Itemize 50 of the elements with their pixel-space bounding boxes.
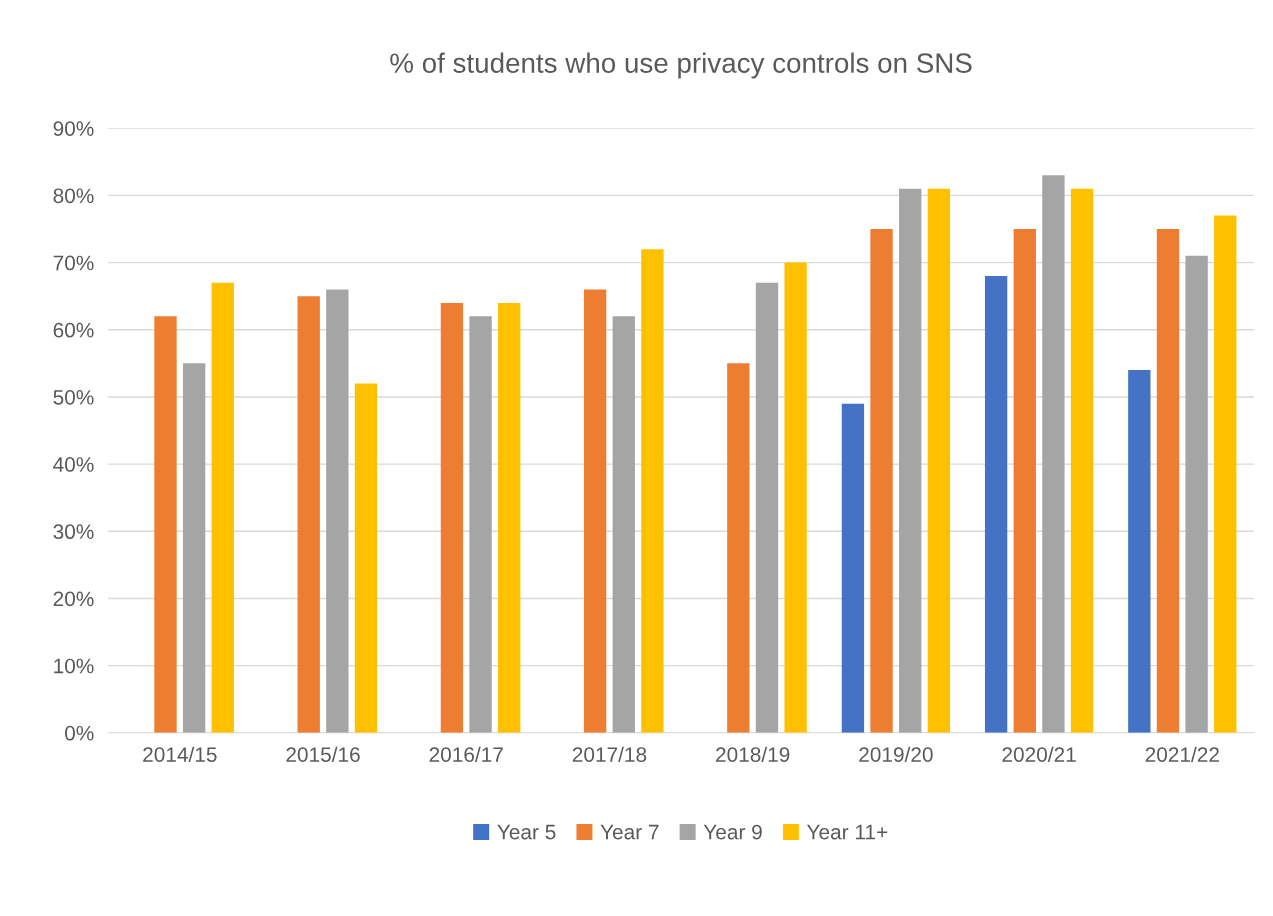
x-tick-label: 2016/17	[429, 746, 503, 762]
bar	[1042, 175, 1065, 733]
bar	[1070, 188, 1094, 733]
x-tick-label: 2019/20	[859, 746, 933, 762]
bar	[755, 282, 779, 733]
x-tick-label: 2020/21	[1002, 746, 1076, 762]
bar	[354, 383, 378, 733]
bar	[1185, 255, 1208, 733]
y-tick-label: 0%	[65, 725, 94, 741]
legend-label: Year 5	[497, 824, 556, 840]
bar	[469, 316, 492, 733]
bar	[984, 276, 1008, 733]
bar	[1156, 229, 1180, 733]
bar	[498, 302, 521, 733]
bar	[440, 302, 464, 733]
bar	[154, 316, 177, 733]
bar	[297, 296, 320, 733]
bar	[727, 363, 750, 733]
bar	[841, 403, 865, 733]
legend-label: Year 9	[703, 824, 762, 840]
bar	[1214, 215, 1237, 733]
bar	[182, 363, 206, 733]
bar	[612, 316, 635, 733]
chart-title: % of students who use privacy controls on SNS	[390, 52, 972, 79]
y-tick-label: 80%	[53, 188, 94, 204]
y-tick-label: 20%	[53, 591, 94, 607]
bar	[927, 188, 951, 733]
y-tick-label: 50%	[53, 389, 94, 405]
legend-label: Year 7	[600, 824, 659, 840]
x-tick-label: 2015/16	[286, 746, 360, 762]
bar	[641, 249, 664, 733]
y-tick-label: 40%	[53, 457, 94, 472]
bar	[899, 188, 922, 733]
x-tick-label: 2017/18	[572, 746, 647, 762]
x-tick-label: 2018/19	[716, 746, 790, 762]
bar	[784, 262, 807, 733]
bar	[1013, 229, 1036, 733]
y-tick-label: 60%	[53, 322, 94, 338]
y-tick-label: 30%	[53, 524, 94, 540]
bar	[870, 229, 893, 733]
bar	[211, 282, 234, 733]
x-tick-label: 2021/22	[1145, 746, 1219, 762]
legend-label: Year 11+	[806, 824, 888, 840]
bar	[583, 289, 607, 733]
bar	[326, 289, 349, 733]
y-tick-label: 90%	[53, 121, 94, 136]
y-tick-label: 10%	[54, 658, 94, 674]
bar	[1128, 370, 1151, 733]
x-tick-label: 2014/15	[143, 746, 217, 762]
y-tick-label: 70%	[53, 255, 94, 271]
